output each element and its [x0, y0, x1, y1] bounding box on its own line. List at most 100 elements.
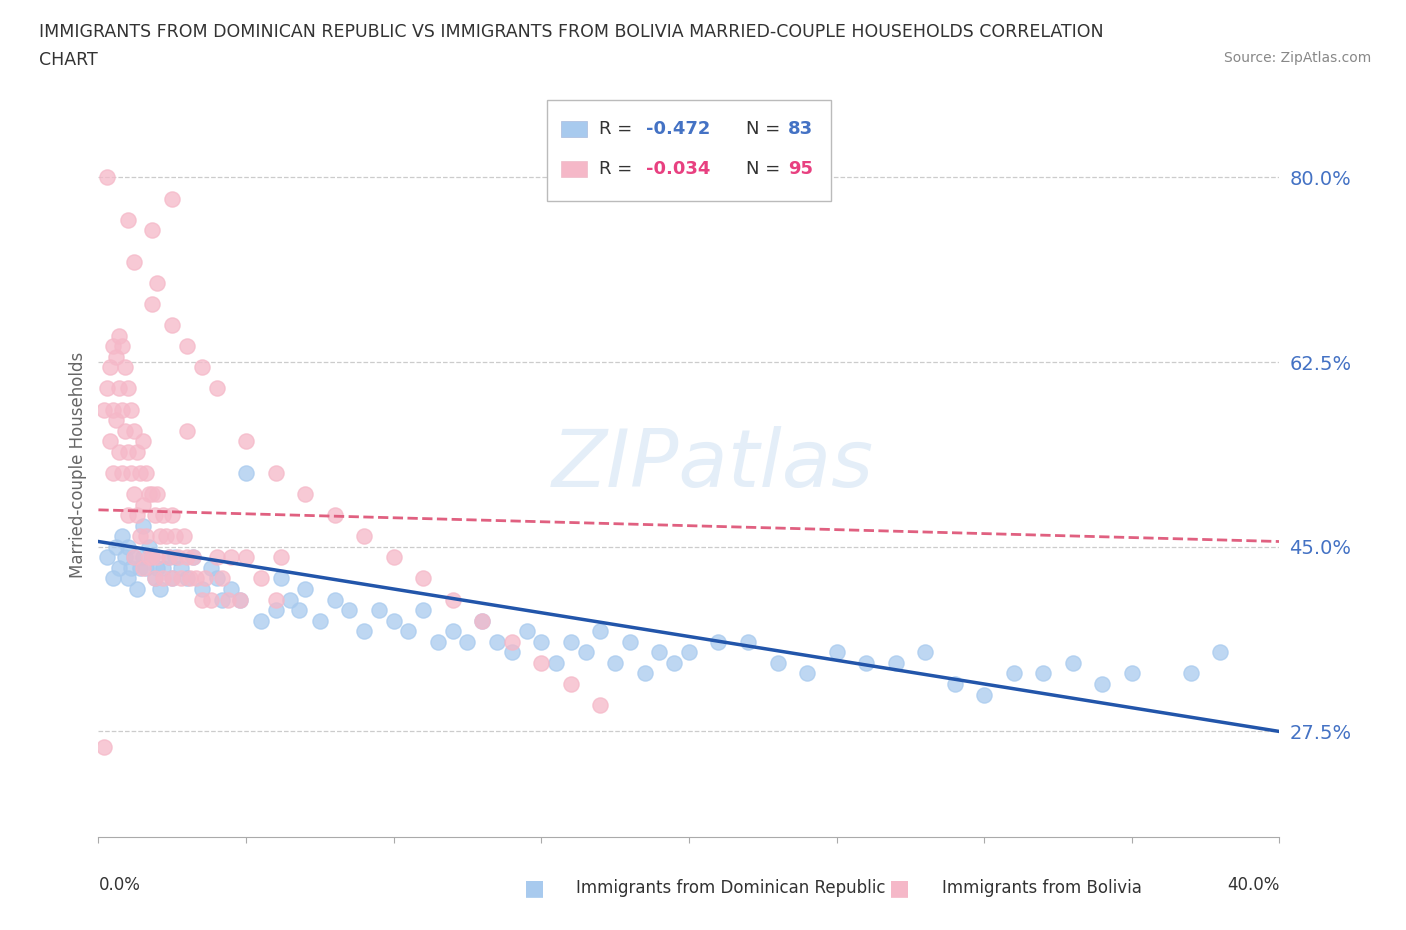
Text: CHART: CHART — [39, 51, 98, 69]
Point — [103, 466, 125, 481]
Point — [288, 603, 311, 618]
Point — [323, 592, 346, 607]
Point — [194, 571, 217, 586]
FancyBboxPatch shape — [547, 100, 831, 201]
Point — [211, 592, 233, 607]
Point — [108, 561, 131, 576]
Point — [264, 592, 287, 607]
Point — [117, 381, 139, 396]
Point — [111, 466, 134, 481]
Point — [191, 592, 214, 607]
Point — [149, 581, 172, 596]
Point — [855, 656, 877, 671]
Point — [796, 666, 818, 681]
Point — [122, 255, 145, 270]
Point — [117, 212, 139, 227]
Point — [1062, 656, 1084, 671]
Point — [235, 466, 257, 481]
Point — [501, 644, 523, 659]
Point — [132, 498, 155, 512]
Point — [560, 634, 582, 649]
Point — [294, 581, 316, 596]
Point — [221, 581, 243, 596]
Point — [1209, 644, 1232, 659]
Point — [117, 508, 139, 523]
Text: 0.0%: 0.0% — [98, 876, 141, 894]
Point — [117, 445, 139, 459]
Point — [398, 624, 420, 639]
Point — [501, 634, 523, 649]
Point — [162, 191, 183, 206]
Point — [117, 539, 139, 554]
Point — [111, 402, 134, 417]
Point — [141, 223, 163, 238]
Point — [914, 644, 936, 659]
Point — [167, 550, 190, 565]
Text: N =: N = — [723, 120, 786, 138]
Text: -0.472: -0.472 — [647, 120, 711, 138]
Point — [96, 550, 118, 565]
Point — [114, 360, 136, 375]
Point — [943, 676, 966, 691]
Point — [122, 486, 145, 501]
Point — [111, 339, 134, 353]
Point — [157, 550, 180, 565]
Point — [108, 381, 131, 396]
Point — [200, 561, 222, 576]
Point — [589, 624, 612, 639]
Point — [143, 571, 166, 586]
Point — [162, 508, 183, 523]
Point — [339, 603, 361, 618]
Point — [181, 550, 204, 565]
Point — [825, 644, 848, 659]
Point — [441, 592, 464, 607]
Text: IMMIGRANTS FROM DOMINICAN REPUBLIC VS IMMIGRANTS FROM BOLIVIA MARRIED-COUPLE HOU: IMMIGRANTS FROM DOMINICAN REPUBLIC VS IM… — [39, 23, 1104, 41]
Point — [1121, 666, 1143, 681]
Point — [589, 698, 612, 712]
Point — [135, 529, 157, 544]
Point — [211, 571, 233, 586]
Point — [105, 350, 128, 365]
Point — [105, 539, 128, 554]
Point — [132, 433, 155, 448]
Text: R =: R = — [599, 120, 638, 138]
Point — [93, 740, 115, 755]
Point — [678, 644, 700, 659]
Point — [368, 603, 391, 618]
FancyBboxPatch shape — [561, 161, 588, 177]
Point — [353, 624, 375, 639]
Point — [560, 676, 582, 691]
Point — [270, 571, 292, 586]
Point — [1032, 666, 1054, 681]
Point — [98, 433, 121, 448]
Point — [412, 571, 434, 586]
Point — [200, 592, 222, 607]
Point — [165, 550, 187, 565]
Point — [162, 571, 183, 586]
Point — [122, 550, 145, 565]
Point — [146, 275, 169, 290]
Point — [457, 634, 479, 649]
Point — [157, 550, 180, 565]
Point — [103, 339, 125, 353]
Point — [427, 634, 450, 649]
Text: ■: ■ — [890, 878, 910, 898]
Point — [108, 328, 131, 343]
Point — [152, 571, 174, 586]
Point — [648, 644, 671, 659]
Text: 95: 95 — [789, 160, 813, 178]
Point — [181, 550, 204, 565]
Point — [162, 318, 183, 333]
Point — [221, 550, 243, 565]
Point — [530, 634, 553, 649]
Point — [412, 603, 434, 618]
Point — [575, 644, 598, 659]
Point — [146, 561, 169, 576]
Point — [138, 550, 160, 565]
Point — [132, 561, 155, 576]
Point — [146, 486, 169, 501]
Point — [103, 571, 125, 586]
Point — [122, 550, 145, 565]
Point — [471, 613, 494, 628]
Point — [280, 592, 302, 607]
